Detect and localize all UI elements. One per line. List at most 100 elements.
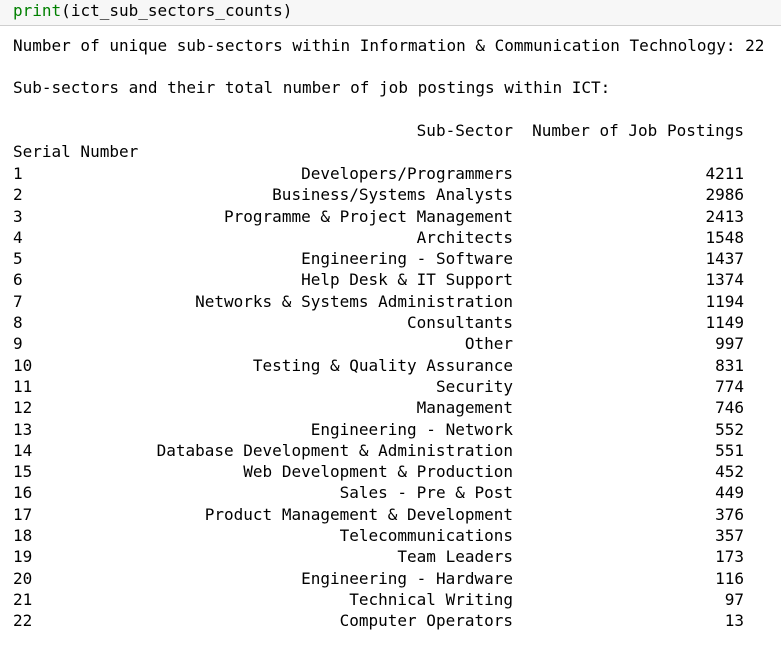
table-row: 8 Consultants 1149	[0, 312, 781, 333]
job-postings-count: 1374	[705, 270, 744, 290]
column-header-sub-sector: Sub-Sector	[416, 121, 513, 140]
serial-number: 21	[13, 589, 33, 609]
print-function: print	[13, 1, 62, 20]
job-postings-count: 1149	[705, 313, 744, 333]
table-row: 20 Engineering - Hardware 116	[0, 568, 781, 589]
table-row: 7 Networks & Systems Administration 1194	[0, 291, 781, 312]
serial-number: 14	[13, 440, 33, 460]
table-row: 15 Web Development & Production 452	[0, 461, 781, 482]
table-row: 1 Developers/Programmers 4211	[0, 163, 781, 184]
serial-number: 15	[13, 462, 33, 482]
sub-sector-name: Other	[464, 334, 513, 354]
job-postings-count: 551	[715, 440, 744, 460]
serial-number: 4	[13, 227, 23, 247]
table-row: 19 Team Leaders 173	[0, 546, 781, 567]
sub-sector-name: Help Desk & IT Support	[301, 270, 513, 290]
variable-name: ict_sub_sectors_counts	[70, 1, 283, 20]
serial-number: 8	[13, 313, 23, 333]
serial-number: 12	[13, 398, 33, 418]
serial-number: 13	[13, 419, 33, 439]
table-row: 13 Engineering - Network 552	[0, 419, 781, 440]
code-cell[interactable]: print(ict_sub_sectors_counts)	[0, 0, 781, 26]
table-row: 22 Computer Operators 13	[0, 610, 781, 631]
sub-sector-name: Security	[435, 376, 513, 396]
serial-number: 16	[13, 483, 33, 503]
job-postings-count: 13	[724, 611, 744, 631]
table-row: 3 Programme & Project Management 2413	[0, 206, 781, 227]
sub-sector-name: Product Management & Development	[204, 504, 513, 524]
sub-sector-name: Database Development & Administration	[156, 440, 513, 460]
serial-number: 22	[13, 611, 33, 631]
sub-sector-name: Business/Systems Analysts	[272, 185, 513, 205]
sub-sector-name: Consultants	[407, 313, 513, 333]
serial-number: 17	[13, 504, 33, 524]
job-postings-count: 1437	[705, 249, 744, 269]
job-postings-count: 357	[715, 526, 744, 546]
job-postings-count: 997	[715, 334, 744, 354]
column-header-job-postings: Number of Job Postings	[532, 121, 744, 140]
serial-number: 19	[13, 547, 33, 567]
serial-number: 18	[13, 526, 33, 546]
serial-number: 5	[13, 249, 23, 269]
sub-sector-name: Engineering - Hardware	[301, 568, 513, 588]
sub-sector-name: Architects	[416, 227, 513, 247]
serial-number: 2	[13, 185, 23, 205]
sub-sector-name: Management	[416, 398, 513, 418]
job-postings-count: 831	[715, 355, 744, 375]
serial-number: 3	[13, 206, 23, 226]
sub-sector-name: Sales - Pre & Post	[339, 483, 513, 503]
job-postings-count: 552	[715, 419, 744, 439]
sub-sector-name: Programme & Project Management	[224, 206, 513, 226]
table-row: 9 Other 997	[0, 333, 781, 354]
job-postings-count: 452	[715, 462, 744, 482]
serial-number: 11	[13, 376, 33, 396]
close-paren: )	[282, 1, 293, 20]
table-row: 14 Database Development & Administration 5…	[0, 440, 781, 461]
job-postings-count: 97	[724, 589, 744, 609]
table-row: 5 Engineering - Software 1437	[0, 248, 781, 269]
index-name-label: Serial Number	[13, 142, 139, 161]
totals-heading-line: Sub-sectors and their total number of jo…	[13, 78, 611, 97]
sub-sector-name: Engineering - Network	[310, 419, 513, 439]
serial-number: 9	[13, 334, 23, 354]
sub-sector-name: Computer Operators	[339, 611, 513, 631]
table-row: 6 Help Desk & IT Support 1374	[0, 269, 781, 290]
job-postings-count: 116	[715, 568, 744, 588]
serial-number: 10	[13, 355, 33, 375]
table-row: 17 Product Management & Development 376	[0, 504, 781, 525]
sub-sector-name: Developers/Programmers	[301, 164, 513, 183]
table-row: 11 Security 774	[0, 376, 781, 397]
sub-sector-name: Web Development & Production	[243, 462, 513, 482]
job-postings-count: 376	[715, 504, 744, 524]
job-postings-count: 746	[715, 398, 744, 418]
table-row: 21 Technical Writing 97	[0, 589, 781, 610]
serial-number: 7	[13, 291, 23, 311]
job-postings-count: 173	[715, 547, 744, 567]
unique-count-line: Number of unique sub-sectors within Info…	[13, 36, 765, 55]
job-postings-count: 449	[715, 483, 744, 503]
job-postings-count: 1194	[705, 291, 744, 311]
sub-sector-name: Team Leaders	[397, 547, 513, 567]
serial-number: 6	[13, 270, 23, 290]
table-row: 4 Architects 1548	[0, 227, 781, 248]
code-line[interactable]: print(ict_sub_sectors_counts)	[13, 1, 292, 21]
table-body: 1 Developers/Programmers 4211 2 Business/Sys…	[0, 163, 781, 632]
sub-sector-name: Engineering - Software	[301, 249, 513, 269]
job-postings-count: 1548	[705, 227, 744, 247]
serial-number: 1	[13, 164, 23, 183]
sub-sector-name: Telecommunications	[339, 526, 513, 546]
sub-sector-name: Technical Writing	[349, 589, 513, 609]
job-postings-count: 4211	[705, 164, 744, 183]
job-postings-count: 2413	[705, 206, 744, 226]
job-postings-count: 774	[715, 376, 744, 396]
sub-sector-name: Networks & Systems Administration	[195, 291, 513, 311]
table-row: 18 Telecommunications 357	[0, 525, 781, 546]
job-postings-count: 2986	[705, 185, 744, 205]
serial-number: 20	[13, 568, 33, 588]
table-row: 2 Business/Systems Analysts 2986	[0, 184, 781, 205]
table-row: 10 Testing & Quality Assurance 831	[0, 355, 781, 376]
table-row: 16 Sales - Pre & Post 449	[0, 482, 781, 503]
open-paren: (	[61, 1, 71, 20]
sub-sector-name: Testing & Quality Assurance	[252, 355, 513, 375]
table-row: 12 Management 746	[0, 397, 781, 418]
